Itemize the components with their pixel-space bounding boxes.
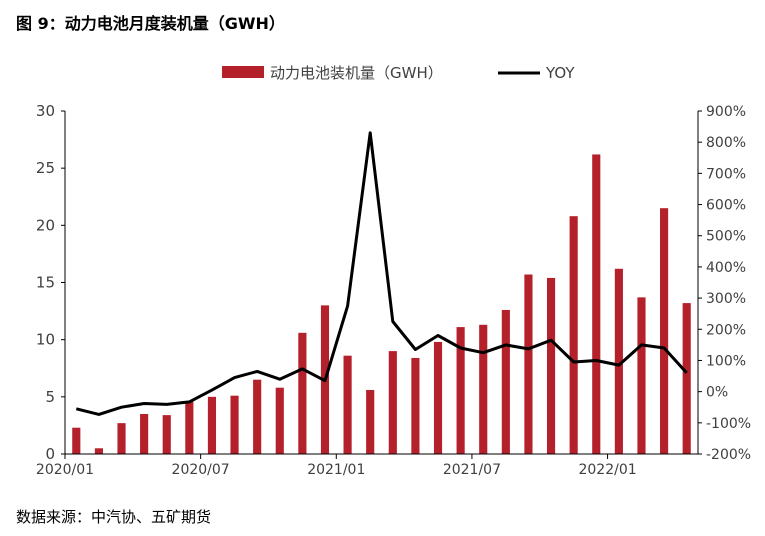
y-right-tick-label: 700%: [706, 166, 746, 182]
bar: [298, 332, 307, 454]
bar: [569, 216, 578, 454]
legend-bar-swatch: [222, 66, 264, 78]
y-left-tick-label: 0: [45, 445, 55, 463]
y-left-tick-label: 20: [36, 216, 55, 234]
y-left-tick-label: 25: [36, 159, 55, 177]
x-tick-label: 2021/07: [443, 462, 501, 478]
x-tick-label: 2021/01: [307, 462, 365, 478]
y-right-tick-label: 200%: [706, 322, 746, 338]
figure-source: 数据来源：中汽协、五矿期货: [16, 508, 212, 526]
bar: [479, 324, 488, 454]
y-right-tick-label: 500%: [706, 229, 746, 245]
bar: [343, 355, 352, 454]
bar: [72, 427, 81, 454]
bar: [546, 277, 556, 454]
y-left-tick-label: 10: [36, 331, 55, 349]
bar: [207, 396, 217, 454]
y-right-tick-label: 900%: [706, 104, 746, 120]
bar: [524, 274, 533, 454]
bar: [366, 389, 375, 454]
legend-bar-label: 动力电池装机量（GWH）: [270, 64, 443, 82]
x-tick-label: 2022/01: [578, 462, 636, 478]
x-tick-label: 2020/07: [172, 462, 230, 478]
y-right-tick-label: 300%: [706, 291, 746, 307]
bar: [140, 413, 149, 454]
bar: [614, 268, 623, 454]
y-right-tick-label: -200%: [706, 447, 751, 463]
bar: [185, 401, 194, 454]
bar: [117, 423, 126, 454]
bar: [388, 351, 397, 454]
legend-line-label: YOY: [545, 64, 575, 82]
bar: [162, 415, 171, 454]
y-left-tick-label: 5: [45, 388, 55, 406]
bar: [253, 379, 262, 454]
yoy-line: [75, 131, 688, 416]
y-right-tick-label: 100%: [706, 353, 746, 369]
bar: [433, 341, 443, 454]
bar: [230, 395, 239, 454]
bar: [682, 303, 691, 454]
y-right-tick-label: 400%: [706, 260, 746, 276]
bar: [660, 208, 669, 454]
y-right-tick-label: -100%: [706, 416, 751, 432]
y-left-tick-label: 30: [36, 102, 55, 120]
plot-area: 0 5 10 15 20 25 30 -200% -100% 0% 100% 200% 300% 400%…: [36, 64, 751, 478]
figure-title: 图 9：动力电池月度装机量（GWH）: [16, 14, 285, 33]
bar: [275, 387, 284, 454]
bar: [94, 448, 103, 454]
bar: [456, 327, 465, 454]
y-left-tick-label: 15: [36, 274, 55, 292]
bar: [501, 309, 510, 454]
y-right-tick-label: 0%: [706, 385, 728, 401]
bar: [592, 154, 601, 455]
y-right-tick-label: 600%: [706, 198, 746, 214]
y-right-tick-label: 800%: [706, 135, 746, 151]
x-tick-label: 2020/01: [36, 462, 94, 478]
bar: [411, 357, 420, 454]
bar: [637, 297, 646, 454]
